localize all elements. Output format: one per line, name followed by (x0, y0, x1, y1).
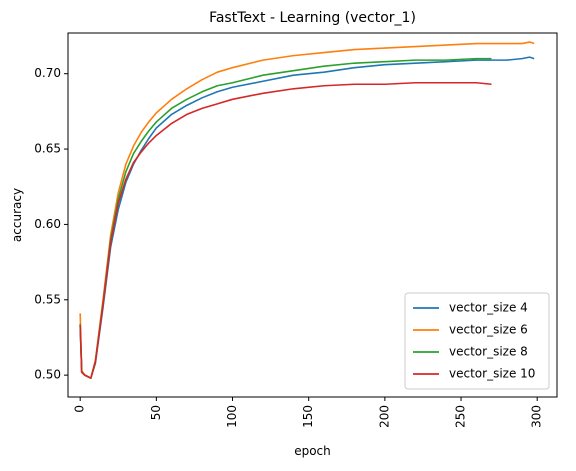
x-tick-label: 250 (454, 405, 468, 428)
y-tick-label: 0.50 (34, 368, 61, 382)
legend-label: vector_size 8 (449, 345, 528, 359)
plot-frame (67, 32, 558, 398)
y-tick-label: 0.70 (34, 66, 61, 80)
x-tick-label: 50 (149, 405, 163, 420)
x-tick-label: 0 (73, 405, 87, 413)
y-tick-label: 0.60 (34, 217, 61, 231)
x-tick-label: 300 (530, 405, 544, 428)
x-axis-ticks: 0 50 100 150 200 250 300 (73, 397, 544, 428)
y-tick-label: 0.65 (34, 142, 61, 156)
legend-label: vector_size 4 (449, 301, 528, 315)
y-axis-label: accuracy (10, 188, 24, 242)
x-tick-label: 200 (377, 405, 391, 428)
x-tick-label: 150 (301, 405, 315, 428)
legend: vector_size 4 vector_size 6 vector_size 8 v… (404, 292, 550, 390)
x-axis-label: epoch (294, 444, 331, 458)
series-line-4 (79, 81, 492, 379)
legend-box (404, 292, 550, 390)
legend-label: vector_size 6 (449, 323, 528, 337)
x-tick-label: 100 (225, 405, 239, 428)
legend-label: vector_size 10 (449, 367, 535, 381)
chart-title: FastText - Learning (vector_1) (209, 10, 416, 26)
y-axis-ticks: 0.50 0.55 0.60 0.65 0.70 (34, 66, 68, 382)
y-tick-label: 0.55 (34, 292, 61, 306)
plot-series (79, 41, 535, 379)
